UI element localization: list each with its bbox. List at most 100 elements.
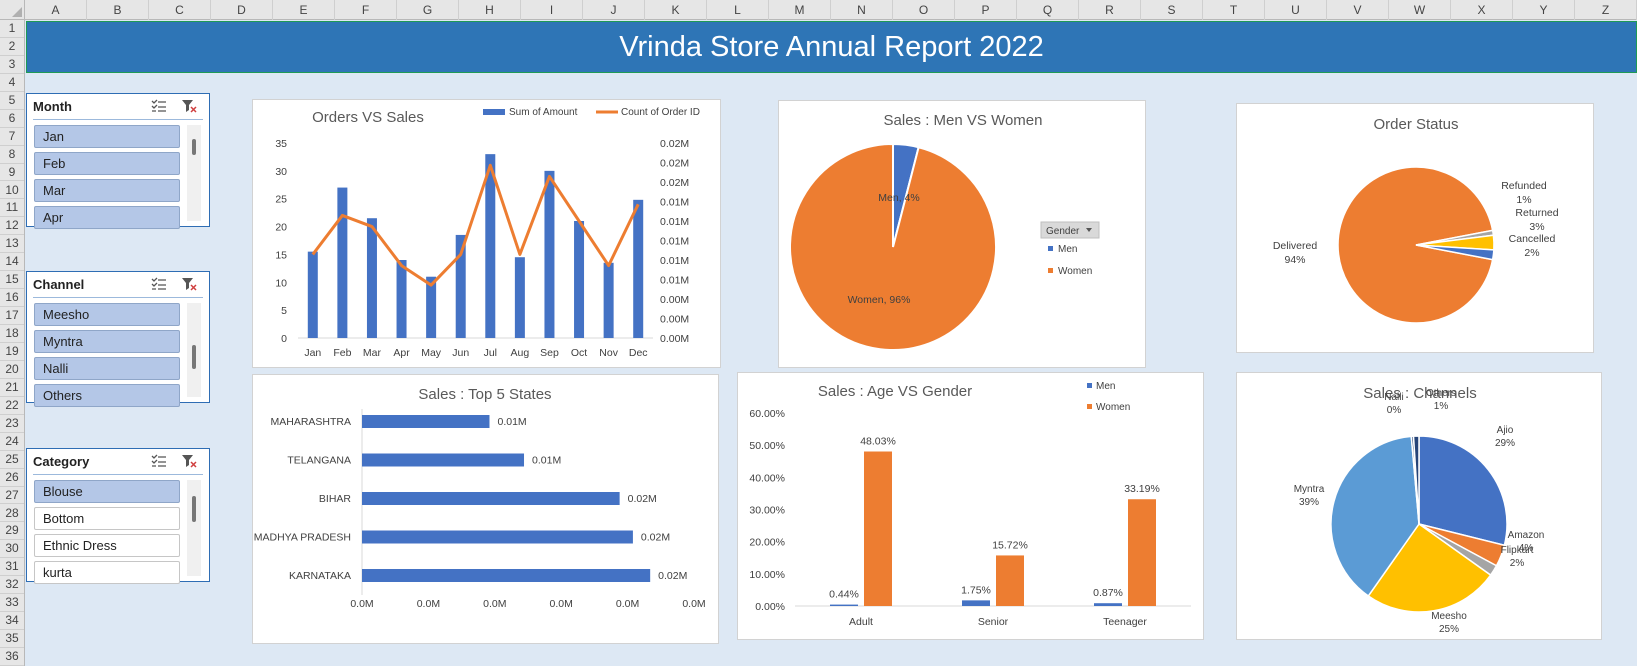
column-header-Z[interactable]: Z	[1575, 0, 1637, 20]
row-header-2[interactable]: 2	[0, 38, 24, 56]
column-header-R[interactable]: R	[1079, 0, 1141, 20]
column-header-H[interactable]: H	[459, 0, 521, 20]
slicer-item-ethnic-dress[interactable]: Ethnic Dress	[34, 534, 180, 557]
column-header-N[interactable]: N	[831, 0, 893, 20]
row-header-1[interactable]: 1	[0, 20, 24, 38]
multi-select-icon[interactable]	[151, 99, 167, 113]
row-header-35[interactable]: 35	[0, 630, 24, 649]
slice-cancelled	[1415, 244, 1495, 261]
row-header-15[interactable]: 15	[0, 271, 24, 290]
column-header-G[interactable]: G	[397, 0, 459, 20]
row-header-4[interactable]: 4	[0, 74, 24, 92]
row-header-19[interactable]: 19	[0, 343, 24, 361]
scrollbar-thumb[interactable]	[192, 139, 196, 155]
row-header-10[interactable]: 10	[0, 182, 24, 200]
row-header-31[interactable]: 31	[0, 558, 24, 577]
column-header-J[interactable]: J	[583, 0, 645, 20]
slicer-item-jan[interactable]: Jan	[34, 125, 180, 148]
slicer-item-feb[interactable]: Feb	[34, 152, 180, 175]
column-header-E[interactable]: E	[273, 0, 335, 20]
row-header-5[interactable]: 5	[0, 92, 24, 110]
order-status-chart[interactable]: Order Status Delivered 94% Refunded 1% Return…	[1236, 103, 1594, 353]
multi-select-icon[interactable]	[151, 454, 167, 468]
column-header-S[interactable]: S	[1141, 0, 1203, 20]
column-header-Q[interactable]: Q	[1017, 0, 1079, 20]
row-header-28[interactable]: 28	[0, 505, 24, 523]
slicer-item-mar[interactable]: Mar	[34, 179, 180, 202]
column-header-P[interactable]: P	[955, 0, 1017, 20]
row-header-29[interactable]: 29	[0, 522, 24, 541]
column-header-W[interactable]: W	[1389, 0, 1451, 20]
data-value-flipkart: 2%	[1510, 558, 1525, 569]
row-header-21[interactable]: 21	[0, 379, 24, 397]
row-header-33[interactable]: 33	[0, 594, 24, 613]
slicer-item-kurta[interactable]: kurta	[34, 561, 180, 584]
orders-vs-sales-chart[interactable]: Orders VS Sales Sum of Amount Count of Ord…	[252, 99, 721, 368]
row-header-6[interactable]: 6	[0, 110, 24, 128]
column-header-M[interactable]: M	[769, 0, 831, 20]
slicer-item-nalli[interactable]: Nalli	[34, 357, 180, 380]
clear-filter-icon[interactable]	[181, 277, 197, 291]
slicer-item-bottom[interactable]: Bottom	[34, 507, 180, 530]
column-header-C[interactable]: C	[149, 0, 211, 20]
slicer-scrollbar[interactable]	[187, 480, 201, 576]
row-header-16[interactable]: 16	[0, 289, 24, 308]
row-header-22[interactable]: 22	[0, 397, 24, 415]
row-header-26[interactable]: 26	[0, 469, 24, 487]
y-tick-left: 10	[275, 277, 287, 289]
age-vs-gender-chart[interactable]: Sales : Age VS Gender Men Women 0.00% 10.00%…	[737, 372, 1204, 640]
y-tick: MAHARASHTRA	[270, 416, 351, 428]
row-header-14[interactable]: 14	[0, 253, 24, 272]
slicer-item-myntra[interactable]: Myntra	[34, 330, 180, 353]
multi-select-icon[interactable]	[151, 277, 167, 291]
row-header-13[interactable]: 13	[0, 235, 24, 254]
scrollbar-thumb[interactable]	[192, 345, 196, 369]
slicer-scrollbar[interactable]	[187, 303, 201, 397]
row-header-27[interactable]: 27	[0, 487, 24, 505]
top-states-chart[interactable]: Sales : Top 5 States MAHARASHTRA 0.01M TELA…	[252, 374, 719, 644]
row-header-30[interactable]: 30	[0, 540, 24, 559]
row-header-23[interactable]: 23	[0, 415, 24, 433]
scrollbar-thumb[interactable]	[192, 496, 196, 522]
men-vs-women-chart[interactable]: Sales : Men VS Women Men, 4% Women, 96% Gen…	[778, 100, 1146, 368]
column-header-Y[interactable]: Y	[1513, 0, 1575, 20]
column-header-U[interactable]: U	[1265, 0, 1327, 20]
slicer-item-meesho[interactable]: Meesho	[34, 303, 180, 326]
channels-chart[interactable]: Sales : Channels Ajio 29% Amazon 4% Flipkart 2…	[1236, 372, 1602, 640]
y-tick-right: 0.01M	[660, 275, 689, 287]
slicer-item-apr[interactable]: Apr	[34, 206, 180, 229]
row-header-7[interactable]: 7	[0, 128, 24, 146]
row-header-18[interactable]: 18	[0, 325, 24, 343]
clear-filter-icon[interactable]	[181, 454, 197, 468]
chart-title: Sales : Age VS Gender	[818, 383, 972, 400]
row-header-20[interactable]: 20	[0, 361, 24, 379]
column-header-B[interactable]: B	[87, 0, 149, 20]
row-header-24[interactable]: 24	[0, 433, 24, 451]
column-header-O[interactable]: O	[893, 0, 955, 20]
clear-filter-icon[interactable]	[181, 99, 197, 113]
column-header-F[interactable]: F	[335, 0, 397, 20]
column-header-A[interactable]: A	[25, 0, 87, 20]
column-header-D[interactable]: D	[211, 0, 273, 20]
column-header-K[interactable]: K	[645, 0, 707, 20]
row-header-8[interactable]: 8	[0, 146, 24, 164]
slicer-scrollbar[interactable]	[187, 125, 201, 221]
legend-title: Gender	[1046, 226, 1080, 237]
row-header-11[interactable]: 11	[0, 199, 24, 218]
column-header-I[interactable]: I	[521, 0, 583, 20]
row-header-25[interactable]: 25	[0, 451, 24, 469]
row-header-34[interactable]: 34	[0, 612, 24, 631]
row-header-17[interactable]: 17	[0, 307, 24, 326]
slicer-item-others[interactable]: Others	[34, 384, 180, 407]
column-header-X[interactable]: X	[1451, 0, 1513, 20]
row-header-36[interactable]: 36	[0, 648, 24, 666]
select-all-corner[interactable]	[0, 0, 25, 20]
slicer-item-blouse[interactable]: Blouse	[34, 480, 180, 503]
row-header-12[interactable]: 12	[0, 217, 24, 236]
column-header-V[interactable]: V	[1327, 0, 1389, 20]
row-header-32[interactable]: 32	[0, 576, 24, 595]
column-header-T[interactable]: T	[1203, 0, 1265, 20]
column-header-L[interactable]: L	[707, 0, 769, 20]
row-header-9[interactable]: 9	[0, 164, 24, 182]
row-header-3[interactable]: 3	[0, 56, 24, 74]
